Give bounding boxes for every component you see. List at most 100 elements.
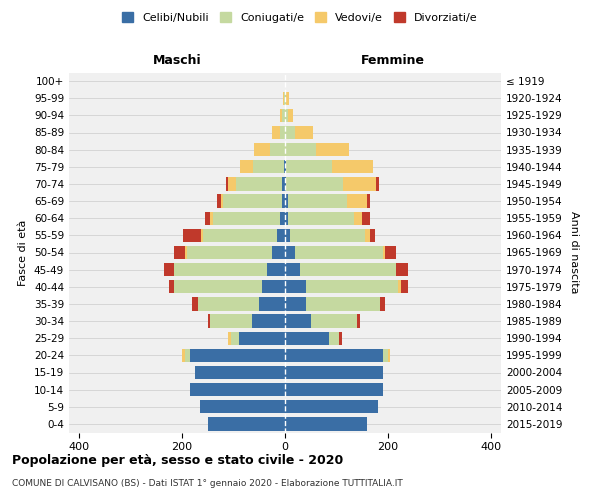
Bar [269,143,285,156]
Bar [251,314,285,328]
Text: COMUNE DI CALVISANO (BS) - Dati ISTAT 1° gennaio 2020 - Elaborazione TUTTITALIA.: COMUNE DI CALVISANO (BS) - Dati ISTAT 1°… [12,479,403,488]
Bar [190,383,285,396]
Bar [287,212,355,225]
Bar [285,332,329,345]
Bar [182,348,185,362]
Bar [285,143,316,156]
Bar [316,143,349,156]
Bar [286,177,343,190]
Y-axis label: Anni di nascita: Anni di nascita [569,211,579,294]
Bar [365,228,370,242]
Bar [231,332,239,345]
Bar [383,348,388,362]
Bar [285,297,305,310]
Bar [332,160,373,173]
Bar [329,332,339,345]
Bar [239,332,285,345]
Bar [175,263,267,276]
Bar [254,143,269,156]
Bar [311,314,357,328]
Bar [229,332,231,345]
Bar [283,177,285,190]
Bar [285,126,295,139]
Bar [226,177,229,190]
Bar [285,108,287,122]
Bar [169,280,175,293]
Bar [284,92,285,105]
Bar [201,228,203,242]
Bar [253,160,284,173]
Bar [385,246,395,259]
Bar [285,348,383,362]
Bar [370,228,375,242]
Bar [285,246,295,259]
Bar [285,366,383,379]
Legend: Celibi/Nubili, Coniugati/e, Vedovi/e, Divorziati/e: Celibi/Nubili, Coniugati/e, Vedovi/e, Di… [118,8,482,28]
Bar [367,194,370,208]
Bar [347,194,367,208]
Bar [240,160,253,173]
Bar [388,348,391,362]
Bar [175,280,262,293]
Bar [383,246,385,259]
Bar [193,297,197,310]
Bar [190,348,285,362]
Bar [285,160,286,173]
Bar [200,400,285,413]
Bar [287,194,347,208]
Bar [283,108,285,122]
Y-axis label: Fasce di età: Fasce di età [19,220,28,286]
Bar [236,177,283,190]
Bar [295,246,383,259]
Bar [398,280,401,293]
Text: Maschi: Maschi [152,54,202,68]
Bar [287,108,293,122]
Bar [301,263,395,276]
Bar [380,297,385,310]
Bar [286,160,332,173]
Bar [223,194,283,208]
Bar [285,383,383,396]
Bar [285,228,290,242]
Bar [164,263,175,276]
Bar [185,246,187,259]
Bar [362,212,370,225]
Bar [208,314,211,328]
Bar [401,280,409,293]
Bar [285,177,286,190]
Bar [187,246,272,259]
Bar [259,297,285,310]
Bar [203,228,277,242]
Bar [343,177,376,190]
Bar [286,92,289,105]
Bar [395,263,409,276]
Bar [285,263,301,276]
Bar [197,297,259,310]
Text: Femmine: Femmine [361,54,425,68]
Bar [355,212,362,225]
Bar [213,212,280,225]
Bar [305,297,380,310]
Bar [285,280,305,293]
Bar [183,228,201,242]
Bar [280,212,285,225]
Text: Popolazione per età, sesso e stato civile - 2020: Popolazione per età, sesso e stato civil… [12,454,343,467]
Bar [262,280,285,293]
Bar [284,160,285,173]
Bar [211,314,251,328]
Bar [229,177,236,190]
Bar [285,212,287,225]
Bar [195,366,285,379]
Bar [283,194,285,208]
Bar [205,212,211,225]
Bar [376,177,379,190]
Bar [211,212,213,225]
Bar [185,348,190,362]
Bar [175,246,185,259]
Bar [285,417,367,430]
Bar [267,263,285,276]
Bar [283,92,284,105]
Bar [357,314,359,328]
Bar [295,126,313,139]
Bar [339,332,341,345]
